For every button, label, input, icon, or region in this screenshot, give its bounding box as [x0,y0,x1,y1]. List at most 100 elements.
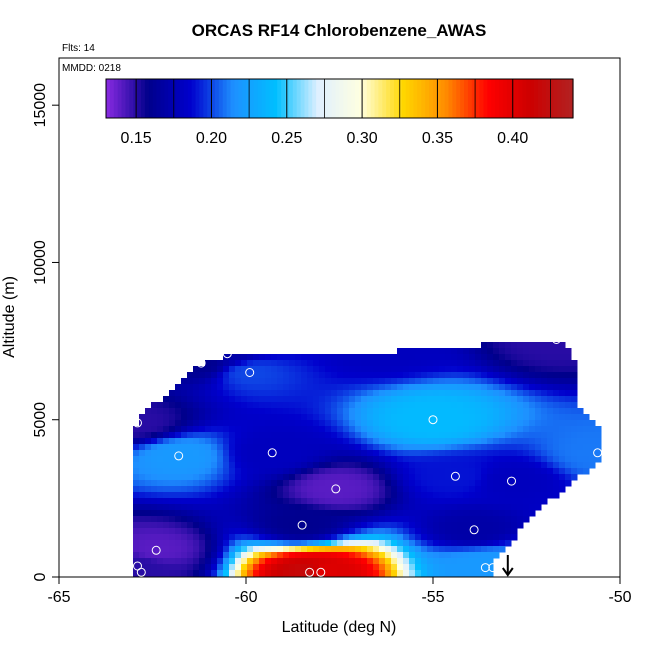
field-cell [433,564,440,571]
field-cell [421,522,428,529]
field-cell [277,390,284,397]
field-cell [421,384,428,391]
field-cell [361,552,368,559]
field-cell [235,480,242,487]
field-cell [481,558,488,565]
field-cell [175,444,182,451]
field-cell [337,462,344,469]
field-cell [151,552,158,559]
field-cell [187,402,194,409]
field-cell [277,474,284,481]
field-cell [421,528,428,535]
field-cell [271,486,278,493]
field-cell [205,396,212,403]
field-cell [451,450,458,457]
field-cell [277,468,284,475]
field-cell [319,516,326,523]
field-cell [151,438,158,445]
field-cell [535,456,542,463]
colorbar-swatch [316,79,321,118]
field-cell [385,444,392,451]
field-cell [367,414,374,421]
field-cell [487,528,494,535]
field-cell [319,480,326,487]
colorbar-swatch [253,79,259,118]
field-cell [445,354,452,361]
field-cell [319,570,326,577]
field-cell [193,540,200,547]
field-cell [235,564,242,571]
field-cell [493,408,500,415]
field-cell [265,492,272,499]
field-cell [283,522,290,529]
field-cell [337,528,344,535]
field-cell [259,378,266,385]
field-cell [301,528,308,535]
field-cell [391,360,398,367]
field-cell [481,432,488,439]
field-cell [415,510,422,517]
field-cell [499,420,506,427]
field-cell [595,450,602,457]
field-cell [373,354,380,361]
field-cell [457,462,464,469]
field-cell [529,360,536,367]
field-cell [181,378,188,385]
field-cell [181,540,188,547]
field-cell [493,546,500,553]
field-cell [511,528,518,535]
field-cell [337,534,344,541]
field-cell [307,510,314,517]
field-cell [445,522,452,529]
field-cell [313,534,320,541]
field-cell [469,558,476,565]
sample-points [133,335,603,577]
field-cell [145,468,152,475]
field-cell [481,564,488,571]
field-cell [439,546,446,553]
field-cell [433,486,440,493]
field-cell [529,408,536,415]
field-cell [343,552,350,559]
field-cell [391,432,398,439]
field-cell [457,438,464,445]
field-cell [229,360,236,367]
field-cell [307,480,314,487]
field-cell [469,354,476,361]
field-cell [223,528,230,535]
field-cell [439,480,446,487]
field-cell [235,570,242,577]
field-cell [385,492,392,499]
field-cell [217,456,224,463]
field-cell [367,558,374,565]
field-cell [547,384,554,391]
field-cell [181,408,188,415]
field-cell [583,432,590,439]
field-cell [565,348,572,355]
field-cell [517,420,524,427]
field-cell [307,558,314,565]
colorbar-swatch [565,79,570,118]
field-cell [523,474,530,481]
field-cell [253,444,260,451]
field-cell [559,390,566,397]
field-cell [409,444,416,451]
field-cell [163,492,170,499]
field-cell [265,360,272,367]
field-cell [139,444,146,451]
field-cell [553,360,560,367]
field-cell [307,516,314,523]
field-cell [319,456,326,463]
field-cell [145,426,152,433]
field-cell [451,540,458,547]
field-cell [397,510,404,517]
field-cell [397,480,404,487]
field-cell [151,420,158,427]
field-cell [565,372,572,379]
field-cell [415,552,422,559]
field-cell [523,444,530,451]
field-cell [529,492,536,499]
field-cell [343,528,350,535]
field-cell [307,408,314,415]
field-cell [409,354,416,361]
